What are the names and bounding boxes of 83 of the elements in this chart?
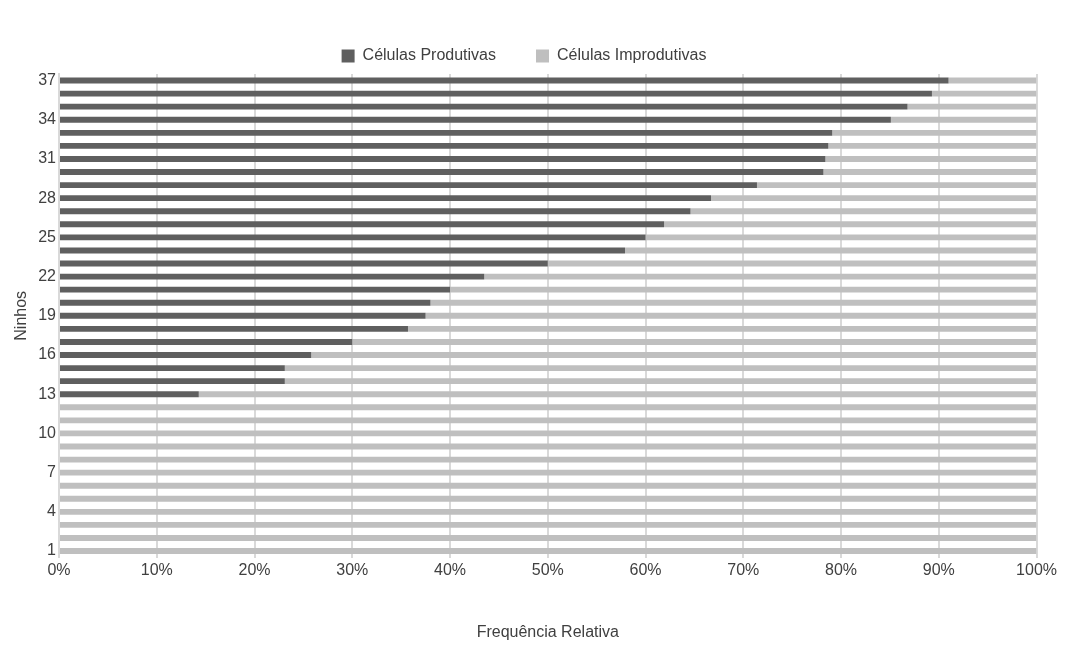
bar bbox=[284, 378, 1037, 385]
bar bbox=[198, 391, 1037, 398]
bar bbox=[823, 169, 1037, 175]
x-tick-label: 20% bbox=[238, 560, 271, 578]
bar bbox=[60, 521, 1037, 528]
bar bbox=[60, 495, 1037, 502]
bar bbox=[60, 90, 932, 97]
bar bbox=[828, 142, 1037, 149]
bar bbox=[60, 430, 1037, 437]
bar bbox=[832, 129, 1037, 136]
bar bbox=[60, 404, 1037, 411]
bar bbox=[60, 195, 712, 202]
bar bbox=[690, 208, 1037, 215]
bar bbox=[756, 182, 1037, 189]
bar bbox=[60, 508, 1037, 515]
x-tick-label: 10% bbox=[140, 560, 173, 578]
x-tick-label: 0% bbox=[47, 560, 71, 578]
y-tick-label: 25 bbox=[38, 227, 57, 245]
y-tick-label: 34 bbox=[38, 110, 57, 128]
x-tick-label: 40% bbox=[434, 560, 467, 578]
bar bbox=[60, 103, 908, 110]
bar bbox=[425, 312, 1037, 319]
bar bbox=[664, 221, 1037, 228]
y-tick-label: 13 bbox=[38, 384, 57, 402]
bar bbox=[60, 548, 1037, 555]
bar bbox=[60, 378, 285, 385]
x-tick-label: 30% bbox=[336, 560, 369, 578]
bar bbox=[60, 129, 833, 136]
y-tick-label: 10 bbox=[38, 423, 57, 441]
bar bbox=[450, 286, 1037, 293]
x-tick-label: 60% bbox=[629, 560, 662, 578]
bar bbox=[60, 156, 826, 162]
x-tick-label: 70% bbox=[727, 560, 760, 578]
bar bbox=[60, 469, 1037, 476]
bar bbox=[60, 273, 485, 280]
bar bbox=[60, 208, 691, 215]
bar bbox=[60, 234, 646, 241]
y-tick-label: 16 bbox=[38, 345, 57, 363]
y-tick-label: 1 bbox=[47, 541, 57, 559]
bar bbox=[60, 169, 824, 175]
bar bbox=[60, 325, 408, 332]
bar bbox=[60, 456, 1037, 463]
bar bbox=[60, 312, 426, 319]
bar bbox=[60, 286, 451, 293]
y-tick-label: 4 bbox=[47, 502, 57, 520]
y-axis-title: Ninhos bbox=[12, 290, 30, 341]
bar bbox=[352, 339, 1037, 345]
bar bbox=[60, 221, 665, 228]
bar bbox=[60, 365, 285, 372]
x-tick-label: 100% bbox=[1016, 560, 1057, 578]
bar bbox=[60, 339, 353, 345]
bar bbox=[407, 325, 1037, 332]
y-tick-label: 22 bbox=[38, 267, 57, 284]
bar bbox=[931, 90, 1037, 97]
bar bbox=[60, 482, 1037, 489]
bar bbox=[60, 116, 891, 123]
bar bbox=[60, 391, 199, 398]
bar bbox=[60, 142, 829, 149]
x-tick-label: 50% bbox=[531, 560, 564, 578]
y-tick-label: 19 bbox=[38, 306, 57, 324]
x-tick-label: 90% bbox=[922, 560, 955, 578]
bar bbox=[890, 116, 1037, 123]
bar bbox=[60, 182, 757, 189]
bar bbox=[60, 535, 1037, 541]
y-tick-label: 31 bbox=[38, 149, 57, 167]
bar bbox=[711, 195, 1037, 202]
legend-label: Células Improdutivas bbox=[557, 46, 707, 64]
y-tick-label: 28 bbox=[38, 188, 57, 206]
bar bbox=[645, 234, 1037, 241]
bar bbox=[60, 299, 431, 306]
bar bbox=[825, 156, 1037, 162]
bar bbox=[430, 299, 1037, 306]
x-tick-label: 80% bbox=[825, 560, 858, 578]
bar bbox=[60, 352, 312, 358]
bar bbox=[284, 365, 1037, 372]
bar bbox=[60, 417, 1037, 424]
bar bbox=[907, 103, 1037, 110]
bar bbox=[484, 273, 1037, 280]
bar bbox=[311, 352, 1037, 358]
legend-label: Células Produtivas bbox=[362, 46, 497, 64]
y-tick-label: 7 bbox=[47, 463, 57, 481]
x-axis-title: Frequência Relativa bbox=[476, 622, 620, 640]
y-tick-label: 37 bbox=[38, 70, 57, 88]
